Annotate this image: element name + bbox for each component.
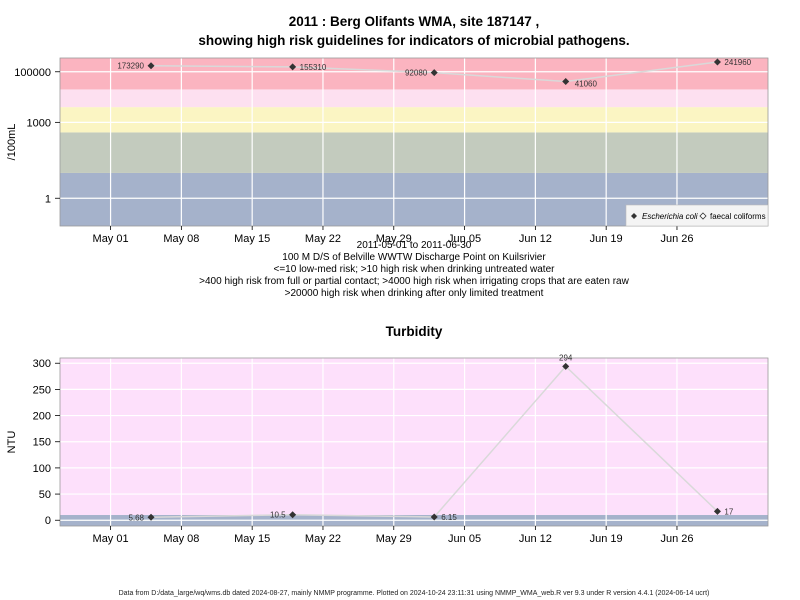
x-tick-label: May 01 (93, 233, 129, 245)
data-label: 294 (559, 353, 573, 362)
y-tick-label: 1000 (27, 117, 51, 129)
data-label: 241960 (724, 58, 751, 67)
data-label: 155310 (300, 63, 327, 72)
x-tick-label: Jun 05 (448, 533, 481, 545)
x-tick-label: May 08 (163, 533, 199, 545)
data-point (289, 511, 297, 519)
chart1-caption-date-range: 2011-05-01 to 2011-06-30 (357, 240, 472, 251)
chart1-title: 2011 : Berg Olifants WMA, site 187147 , (289, 14, 540, 29)
data-label: 17 (724, 507, 733, 516)
y-tick-label: 0 (45, 515, 51, 527)
chart1-caption-guideline-3: >20000 high risk when drinking after onl… (285, 288, 544, 299)
x-tick-label: May 29 (376, 233, 412, 245)
chart1-caption-site: 100 M D/S of Belville WWTW Discharge Poi… (282, 252, 546, 263)
y-tick-label: 200 (33, 411, 51, 423)
risk-band-1 (60, 358, 768, 516)
chart1-caption-guideline-2: >400 high risk from full or partial cont… (199, 276, 629, 287)
x-tick-label: May 22 (305, 233, 341, 245)
x-tick-label: May 15 (234, 533, 270, 545)
chart1-x-axis: May 01 May 08 May 15 May 22 May 29 Jun 05 Jun … (93, 226, 693, 245)
risk-band-3 (60, 89, 768, 108)
y-tick-label: 100 (33, 463, 51, 475)
data-point (147, 513, 155, 521)
data-label: 6.15 (441, 513, 457, 522)
y-tick-label: 150 (33, 437, 51, 449)
chart1-legend: Escherichia coli faecal coliforms (625, 204, 769, 227)
data-point (562, 78, 570, 86)
x-tick-label: May 29 (376, 533, 412, 545)
data-label: 5.68 (128, 513, 144, 522)
risk-band-4 (60, 58, 768, 90)
data-point (147, 62, 155, 70)
chart2-y-axis: 0 50 100 150 200 250 300 (33, 358, 60, 527)
data-label: 10.5 (270, 511, 286, 520)
chart1-risk-bands (60, 58, 768, 226)
legend-marker-faecal (699, 212, 707, 220)
x-tick-label: Jun 19 (590, 233, 623, 245)
data-label: 41060 (575, 80, 598, 89)
footer-note: Data from D:/data_large/wq/wms.db dated … (119, 590, 710, 597)
legend-label-faecal: faecal coliforms (710, 212, 766, 221)
legend-label-ecoli: Escherichia coli (642, 212, 698, 221)
y-tick-label: 50 (39, 489, 51, 501)
x-tick-label: May 15 (234, 233, 270, 245)
chart2-series-turbidity: 5.68 10.5 6.15 294 17 (128, 353, 733, 522)
x-tick-label: Jun 05 (448, 233, 481, 245)
chart1-y-axis: 1 1000 100000 (14, 67, 60, 205)
data-label: 92080 (405, 69, 428, 78)
y-tick-label: 100000 (14, 67, 51, 79)
x-tick-label: Jun 19 (590, 533, 623, 545)
data-label: 173290 (117, 62, 144, 71)
legend-marker-ecoli (631, 213, 637, 219)
data-point (562, 362, 570, 370)
x-tick-label: Jun 12 (519, 533, 552, 545)
x-tick-label: Jun 26 (660, 533, 693, 545)
data-point (289, 63, 297, 71)
data-point (430, 513, 438, 521)
y-tick-label: 300 (33, 358, 51, 370)
x-tick-label: May 01 (93, 533, 129, 545)
chart2-y-label: NTU (6, 431, 18, 454)
chart1-plot-frame (59, 57, 769, 227)
legend-box (625, 204, 769, 227)
data-point (430, 69, 438, 77)
risk-band-2 (60, 107, 768, 133)
x-tick-label: Jun 26 (660, 233, 693, 245)
data-point (713, 58, 721, 66)
chart1-series-ecoli: 173290 155310 92080 41060 241960 (117, 58, 751, 88)
x-tick-label: May 08 (163, 233, 199, 245)
chart2-title: Turbidity (386, 324, 443, 339)
x-tick-label: May 22 (305, 533, 341, 545)
chart1-caption-guideline-1: <=10 low-med risk; >10 high risk when dr… (274, 264, 556, 275)
y-tick-label: 1 (45, 193, 51, 205)
x-tick-label: Jun 12 (519, 233, 552, 245)
y-tick-label: 250 (33, 384, 51, 396)
risk-band-1 (60, 132, 768, 173)
data-point (713, 507, 721, 515)
chart1-y-label: /100mL (6, 124, 18, 161)
chart1-subtitle: showing high risk guidelines for indicat… (198, 33, 629, 48)
chart2-x-axis: May 01 May 08 May 15 May 22 May 29 Jun 05 Jun … (93, 526, 693, 545)
chart2-grid (60, 358, 768, 526)
